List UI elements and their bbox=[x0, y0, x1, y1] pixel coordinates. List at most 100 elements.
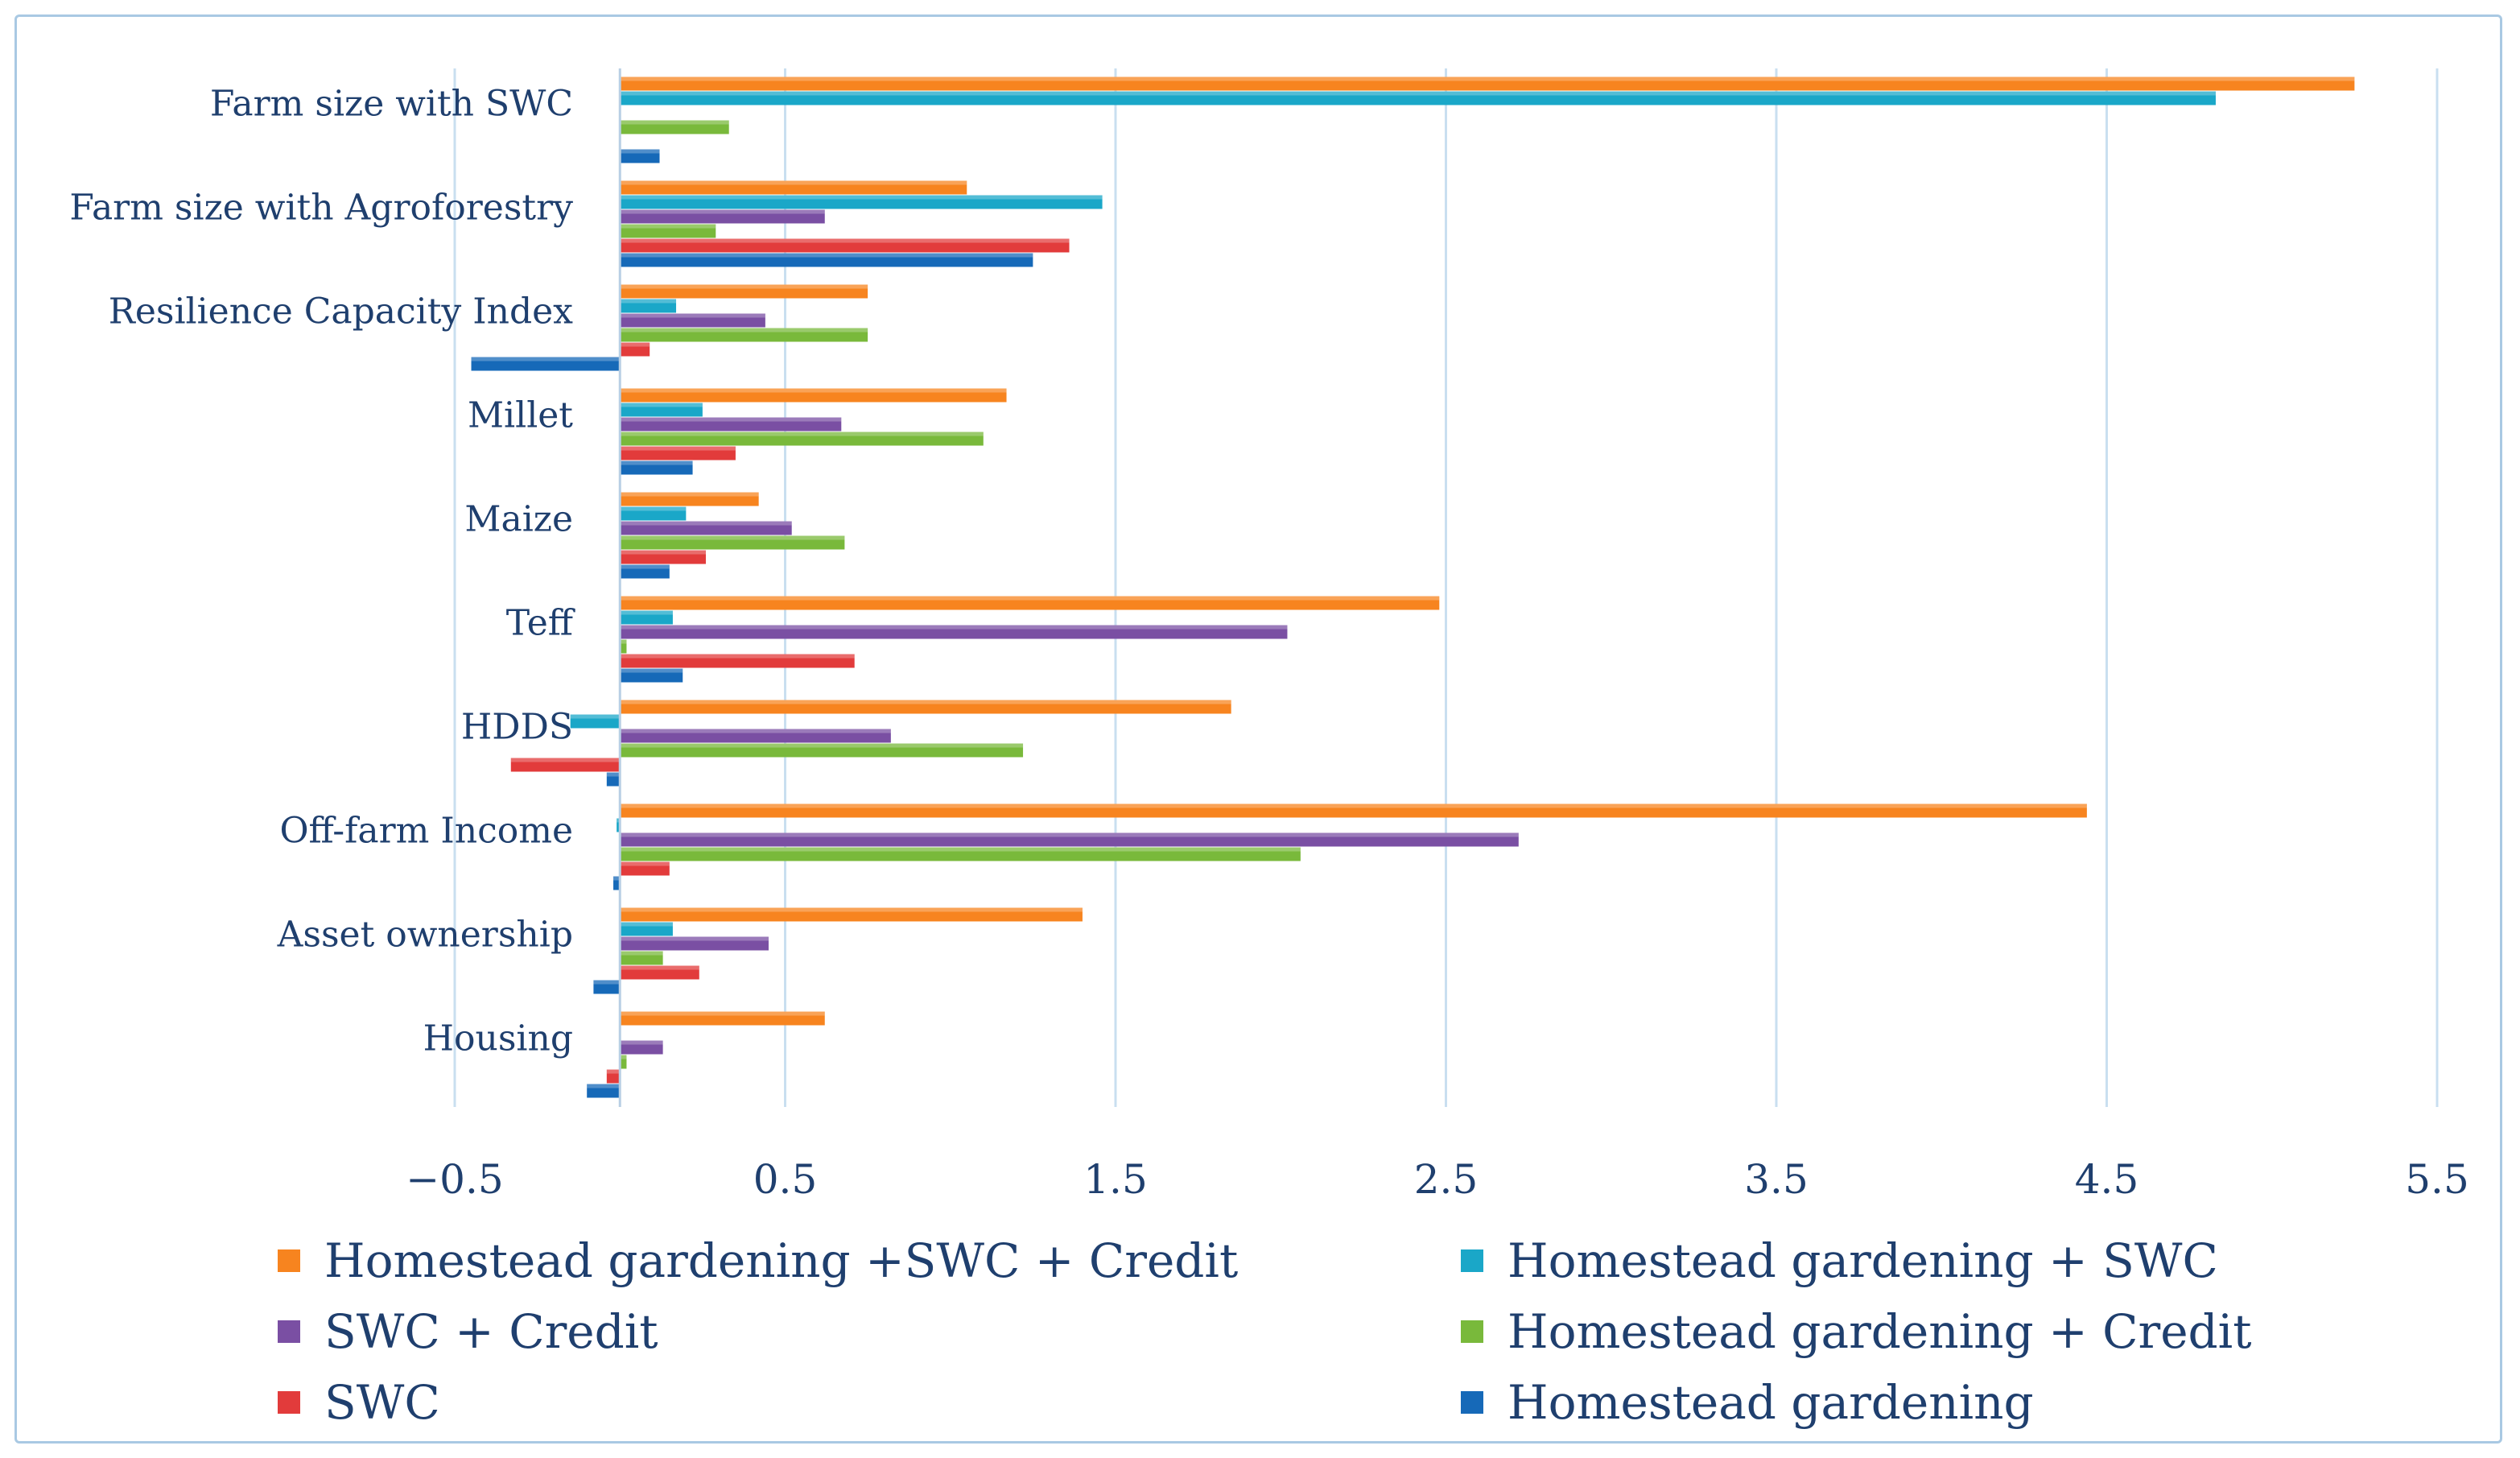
legend-swatch bbox=[278, 1320, 300, 1343]
bar-6-0 bbox=[620, 700, 1231, 714]
legend-item: SWC + Credit bbox=[278, 1301, 1461, 1362]
bar-9-2 bbox=[620, 1040, 663, 1055]
category-label: Asset ownership bbox=[277, 915, 573, 956]
bar-highlight bbox=[620, 951, 663, 956]
bar-highlight bbox=[620, 847, 1301, 852]
bar-8-1 bbox=[620, 922, 673, 936]
x-tick-label: 4.5 bbox=[2075, 1156, 2139, 1203]
bar-highlight bbox=[606, 1069, 621, 1074]
legend-label: Homestead gardening bbox=[1507, 1375, 2034, 1430]
bar-8-0 bbox=[620, 907, 1083, 922]
bar-2-2 bbox=[620, 313, 765, 328]
bar-highlight bbox=[620, 521, 792, 526]
bar-6-5 bbox=[606, 772, 621, 787]
legend-item: Homestead gardening bbox=[1461, 1372, 2266, 1433]
category-label: Farm size with SWC bbox=[210, 84, 573, 125]
bar-2-5 bbox=[471, 357, 621, 371]
legend-swatch bbox=[1461, 1320, 1483, 1343]
bar-highlight bbox=[620, 535, 845, 540]
bar-7-5 bbox=[613, 876, 621, 890]
category-label: Housing bbox=[423, 1018, 573, 1059]
bar-highlight bbox=[620, 668, 683, 673]
bar-1-0 bbox=[620, 180, 967, 195]
bar-highlight bbox=[620, 1011, 825, 1016]
bar-highlight bbox=[620, 550, 706, 555]
bar-highlight bbox=[620, 180, 967, 185]
bar-highlight bbox=[620, 461, 693, 465]
bar-3-1 bbox=[620, 403, 703, 417]
bar-highlight bbox=[613, 876, 621, 881]
chart-frame bbox=[14, 14, 2502, 1444]
bar-3-0 bbox=[620, 388, 1007, 403]
x-tick-label: 0.5 bbox=[753, 1156, 818, 1203]
bar-7-1 bbox=[617, 818, 621, 832]
bar-4-1 bbox=[620, 506, 687, 521]
bar-highlight bbox=[620, 76, 2355, 81]
bar-highlight bbox=[620, 403, 703, 407]
bar-3-4 bbox=[620, 446, 736, 461]
bar-2-3 bbox=[620, 328, 868, 342]
bar-8-5 bbox=[593, 980, 621, 994]
bar-highlight bbox=[587, 1084, 621, 1088]
bar-6-1 bbox=[570, 714, 621, 729]
x-tick-label: −0.5 bbox=[406, 1156, 503, 1203]
bar-7-4 bbox=[620, 861, 670, 876]
legend-label: Homestead gardening + SWC bbox=[1507, 1233, 2218, 1288]
bar-1-5 bbox=[620, 253, 1033, 267]
bar-1-1 bbox=[620, 195, 1103, 209]
bar-highlight bbox=[620, 299, 677, 304]
legend-swatch bbox=[1461, 1249, 1483, 1272]
bar-highlight bbox=[620, 936, 769, 941]
labels: −0.5 0.5 1.5 2.5 3.5 4.5 5.5 Farm size with SWC… bbox=[69, 84, 2468, 1204]
bar-8-3 bbox=[620, 951, 663, 965]
bar-highlight bbox=[510, 758, 621, 762]
bar-5-5 bbox=[620, 668, 683, 683]
legend-label: SWC + Credit bbox=[324, 1304, 658, 1359]
bar-highlight bbox=[620, 238, 1070, 243]
bar-0-1 bbox=[620, 91, 2216, 105]
legend-item: Homestead gardening +SWC + Credit bbox=[278, 1230, 1461, 1291]
bar-highlight bbox=[620, 328, 868, 332]
bar-highlight bbox=[620, 1055, 627, 1059]
bar-0-3 bbox=[620, 120, 729, 134]
bar-1-2 bbox=[620, 209, 825, 224]
bar-6-4 bbox=[510, 758, 621, 772]
bar-4-3 bbox=[620, 535, 845, 550]
bar-9-5 bbox=[587, 1084, 621, 1098]
bar-highlight bbox=[620, 610, 673, 615]
bar-highlight bbox=[620, 743, 1024, 748]
bar-5-0 bbox=[620, 596, 1440, 610]
bar-highlight bbox=[620, 342, 650, 347]
bar-highlight bbox=[620, 700, 1231, 704]
bar-1-3 bbox=[620, 224, 716, 238]
bar-4-4 bbox=[620, 550, 706, 564]
bar-5-2 bbox=[620, 625, 1288, 639]
legend-item: Homestead gardening + Credit bbox=[1461, 1301, 2266, 1362]
legend-swatch bbox=[278, 1249, 300, 1272]
bar-highlight bbox=[620, 965, 699, 970]
bar-highlight bbox=[620, 922, 673, 927]
legend-swatch bbox=[278, 1391, 300, 1414]
bar-highlight bbox=[620, 195, 1103, 200]
bar-highlight bbox=[620, 861, 670, 866]
bar-highlight bbox=[620, 120, 729, 125]
bar-0-5 bbox=[620, 149, 660, 163]
bar-4-5 bbox=[620, 564, 670, 579]
category-label: Maize bbox=[464, 499, 573, 540]
bar-highlight bbox=[620, 625, 1288, 630]
bar-2-4 bbox=[620, 342, 650, 357]
bar-highlight bbox=[620, 91, 2216, 96]
legend-swatch bbox=[1461, 1391, 1483, 1414]
bar-highlight bbox=[620, 209, 825, 214]
legend-label: SWC bbox=[324, 1375, 440, 1430]
bar-8-2 bbox=[620, 936, 769, 951]
category-label: Off-farm Income bbox=[279, 811, 573, 852]
bar-4-2 bbox=[620, 521, 792, 535]
bar-7-0 bbox=[620, 803, 2087, 818]
bar-highlight bbox=[620, 388, 1007, 393]
bar-highlight bbox=[620, 224, 716, 229]
x-tick-label: 5.5 bbox=[2405, 1156, 2469, 1203]
bar-highlight bbox=[620, 149, 660, 154]
bar-9-3 bbox=[620, 1055, 627, 1069]
bar-2-0 bbox=[620, 284, 868, 299]
